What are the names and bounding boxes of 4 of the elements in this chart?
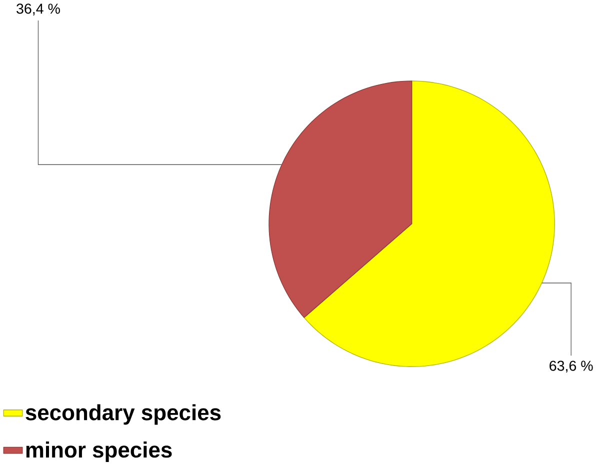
data-label: 36,4 % bbox=[16, 4, 60, 16]
legend-label: secondary species bbox=[26, 404, 221, 425]
legend-label: minor species bbox=[26, 442, 172, 462]
data-label: 63,6 % bbox=[550, 360, 593, 373]
